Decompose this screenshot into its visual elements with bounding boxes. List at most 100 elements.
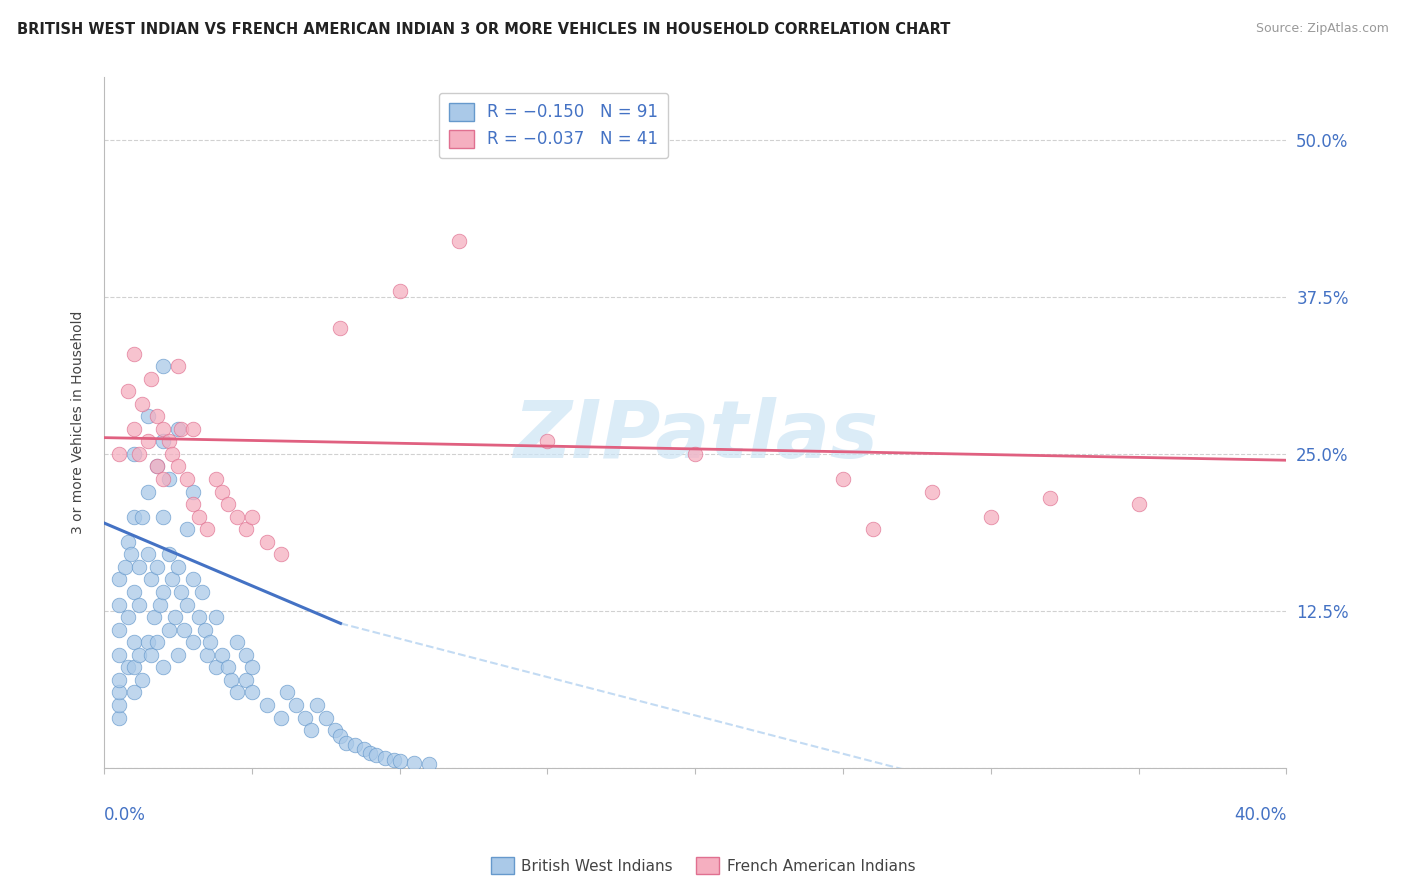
Point [107,710,129,724]
Point [117,534,139,549]
Point [122,346,145,360]
Point [138,635,160,649]
Point [329,729,352,743]
Point [240,509,263,524]
Point [364,748,387,763]
Point [138,547,160,561]
Point [217,660,239,674]
Point [131,673,153,687]
Point [388,755,411,769]
Point [107,673,129,687]
Point [226,635,249,649]
Point [167,560,190,574]
Point [107,648,129,662]
Point [160,447,183,461]
Point [211,484,233,499]
Point [980,509,1002,524]
Point [138,409,160,424]
Legend: British West Indians, French American Indians: British West Indians, French American In… [485,851,921,880]
Point [197,648,219,662]
Point [120,547,142,561]
Point [329,321,352,335]
Point [240,685,263,699]
Point [128,447,150,461]
Point [270,710,292,724]
Point [157,623,180,637]
Point [832,472,855,486]
Point [353,742,375,756]
Point [536,434,558,449]
Point [131,397,153,411]
Point [294,710,316,724]
Point [167,459,190,474]
Point [152,660,174,674]
Point [173,623,195,637]
Text: ZIPatlas: ZIPatlas [513,397,877,475]
Point [117,384,139,399]
Point [167,422,190,436]
Point [107,447,129,461]
Point [217,497,239,511]
Point [305,698,328,712]
Point [256,698,278,712]
Point [143,610,166,624]
Point [235,522,257,536]
Point [382,753,405,767]
Point [418,756,440,771]
Point [181,497,204,511]
Point [187,509,209,524]
Point [205,660,228,674]
Text: 40.0%: 40.0% [1234,805,1286,823]
Point [152,509,174,524]
Legend: R = −0.150   N = 91, R = −0.037   N = 41: R = −0.150 N = 91, R = −0.037 N = 41 [439,93,668,159]
Point [276,685,298,699]
Point [146,409,169,424]
Point [157,547,180,561]
Point [138,434,160,449]
Point [315,710,337,724]
Point [122,585,145,599]
Point [211,648,233,662]
Point [181,422,204,436]
Point [117,610,139,624]
Point [128,598,150,612]
Point [146,635,169,649]
Point [388,284,411,298]
Text: Source: ZipAtlas.com: Source: ZipAtlas.com [1256,22,1389,36]
Text: 0.0%: 0.0% [104,805,146,823]
Point [149,598,172,612]
Point [335,736,357,750]
Point [163,610,186,624]
Point [181,484,204,499]
Point [181,635,204,649]
Point [152,585,174,599]
Point [235,648,257,662]
Point [862,522,884,536]
Point [193,623,215,637]
Point [128,560,150,574]
Point [122,685,145,699]
Point [176,598,198,612]
Point [256,534,278,549]
Point [146,459,169,474]
Point [157,472,180,486]
Text: BRITISH WEST INDIAN VS FRENCH AMERICAN INDIAN 3 OR MORE VEHICLES IN HOUSEHOLD CO: BRITISH WEST INDIAN VS FRENCH AMERICAN I… [17,22,950,37]
Point [170,585,193,599]
Point [152,472,174,486]
Point [160,573,183,587]
Point [205,472,228,486]
Point [107,573,129,587]
Point [205,610,228,624]
Point [359,746,381,760]
Point [176,472,198,486]
Point [141,648,163,662]
Point [141,573,163,587]
Point [146,459,169,474]
Point [404,756,426,770]
Point [447,234,470,248]
Point [1039,491,1062,505]
Point [270,547,292,561]
Point [197,522,219,536]
Point [187,610,209,624]
Point [114,560,136,574]
